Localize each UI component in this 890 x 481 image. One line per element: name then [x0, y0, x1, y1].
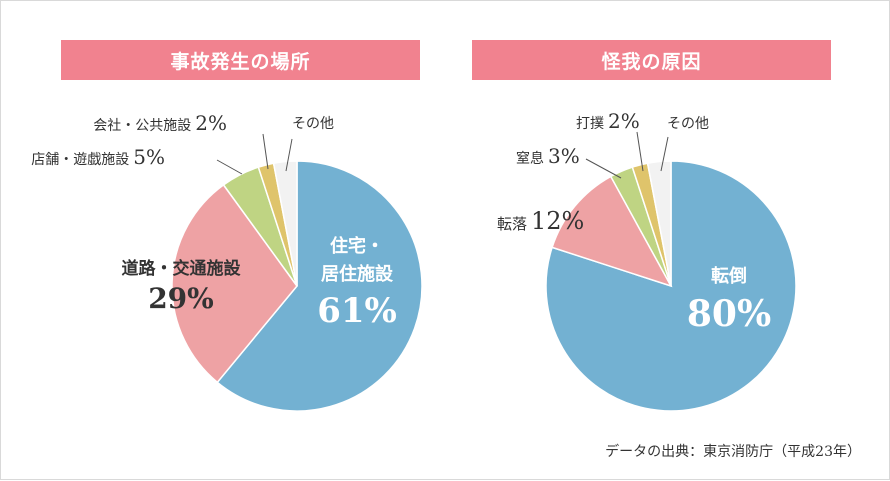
slice-label: 転倒 [711, 265, 747, 287]
leader-line [285, 138, 293, 172]
leader-line [636, 131, 644, 172]
slice-value-label: 29% [148, 282, 214, 315]
leader-line [262, 133, 269, 170]
slice-label: 住宅・ [330, 235, 384, 257]
slice-label: その他 [667, 116, 709, 132]
pie-slice [551, 175, 673, 288]
slice-label: 居住施設 [321, 263, 394, 285]
slice-label: 道路・交通施設 [122, 258, 242, 279]
leader-line [585, 158, 622, 179]
slice-label: 窒息 3% [516, 144, 580, 168]
slice-label: 会社・公共施設 2% [93, 111, 227, 135]
slice-label: 打撲 2% [576, 109, 640, 133]
slice-value-label: 80% [687, 293, 771, 335]
data-source-note: データの出典：東京消防庁（平成23年） [605, 444, 861, 460]
leader-line [216, 159, 243, 175]
pie-chart-2: 転倒 80% 転落 12% 窒息 3% 打撲 2% その他 [497, 109, 797, 412]
chart-title-accident-location: 事故発生の場所 [61, 40, 420, 80]
leader-line [660, 136, 669, 172]
pie-chart-1: 住宅・居住施設 61% 道路・交通施設 29% 店舗・遊戯施設 5% 会社・公共施設 2% その… [31, 111, 423, 412]
pie-slice [171, 183, 298, 384]
slice-label: その他 [292, 116, 334, 132]
slice-label: 転落 12% [497, 207, 584, 235]
chart-title-injury-cause: 怪我の原因 [472, 40, 831, 80]
pie-slice [216, 160, 423, 412]
slice-label: 店舗・遊戯施設 5% [31, 145, 165, 169]
pie-slice [272, 160, 298, 287]
slice-value-label: 61% [317, 291, 397, 331]
pie-slice [646, 160, 672, 287]
